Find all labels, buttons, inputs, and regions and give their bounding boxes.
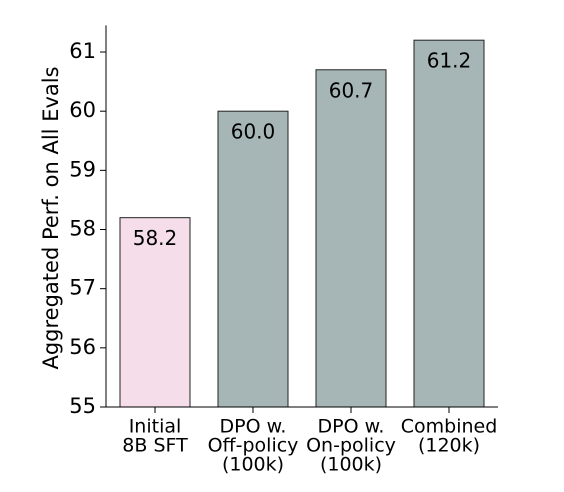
y-axis-label: Aggregated Perf. on All Evals	[39, 66, 63, 369]
x-tick-label: 8B SFT	[122, 435, 188, 457]
y-tick-label: 57	[69, 276, 96, 300]
y-tick-label: 56	[69, 335, 96, 359]
x-tick-label: Off-policy	[208, 435, 299, 457]
x-tick-label: Combined	[401, 416, 498, 438]
x-tick-label: (100k)	[320, 454, 382, 476]
x-tick-label: DPO w.	[220, 416, 287, 438]
y-tick-label: 58	[69, 217, 96, 241]
y-tick-label: 59	[69, 157, 96, 181]
y-tick-label: 61	[69, 39, 96, 63]
value-label: 60.7	[329, 78, 374, 102]
x-tick-label: (120k)	[418, 435, 480, 457]
x-tick-label: Initial	[129, 416, 182, 438]
bar	[413, 39, 485, 408]
y-tick-label: 60	[69, 98, 96, 122]
value-label: 58.2	[133, 226, 178, 250]
x-tick-label: (100k)	[222, 454, 284, 476]
value-label: 60.0	[231, 120, 276, 144]
y-tick-label: 55	[69, 394, 96, 418]
bar	[315, 69, 387, 408]
bar	[217, 110, 289, 408]
value-label: 61.2	[427, 49, 472, 73]
x-tick-label: DPO w.	[318, 416, 385, 438]
x-tick-label: On-policy	[306, 435, 396, 457]
